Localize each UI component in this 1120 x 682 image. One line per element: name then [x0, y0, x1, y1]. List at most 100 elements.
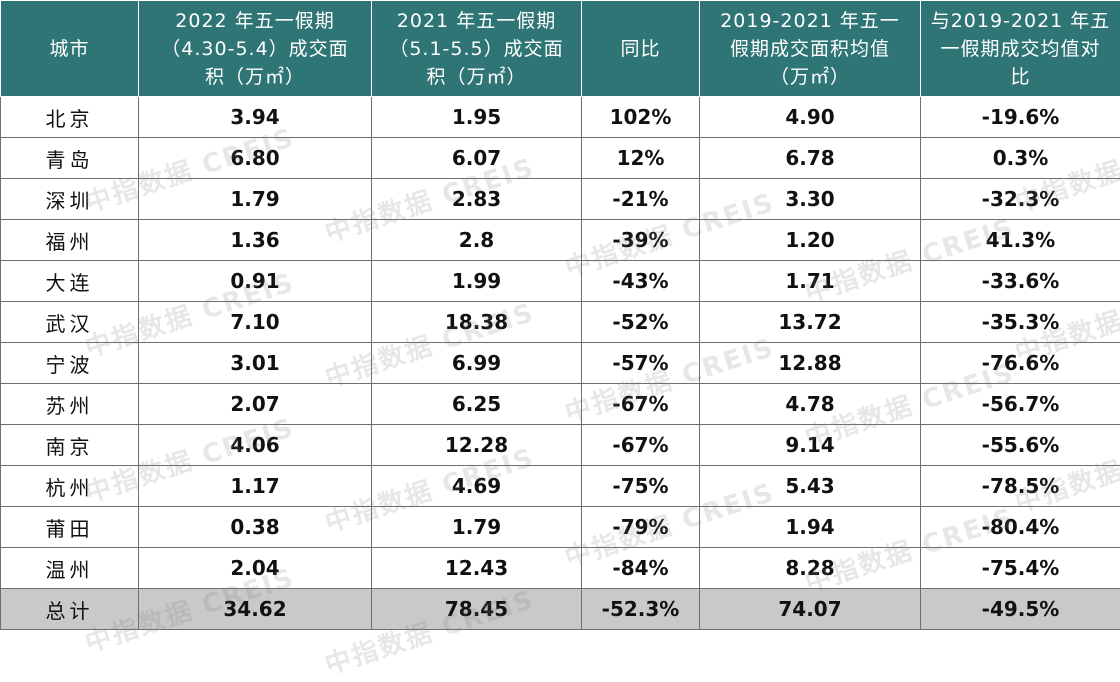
header-3yr-average: 2019-2021 年五一 假期成交面积均值 （万㎡） [700, 1, 921, 97]
cell-vs-average: -75.4% [921, 548, 1120, 589]
cell-area-2022: 1.79 [139, 179, 372, 220]
cell-city: 深圳 [1, 179, 139, 220]
cell-city: 温州 [1, 548, 139, 589]
cell-area-2022: 7.10 [139, 302, 372, 343]
cell-vs-average: 0.3% [921, 138, 1120, 179]
cell-city: 总计 [1, 589, 139, 630]
cell-area-2021: 6.99 [372, 343, 582, 384]
cell-city: 苏州 [1, 384, 139, 425]
cell-yoy: -79% [582, 507, 700, 548]
cell-vs-average: -55.6% [921, 425, 1120, 466]
cell-yoy: -39% [582, 220, 700, 261]
header-vs-average: 与2019-2021 年五 一假期成交均值对 比 [921, 1, 1120, 97]
cell-area-2021: 1.95 [372, 97, 582, 138]
table-header: 城市 2022 年五一假期 （4.30-5.4）成交面 积（万㎡） 2021 年… [1, 1, 1120, 97]
cell-area-2022: 3.94 [139, 97, 372, 138]
header-2022-area: 2022 年五一假期 （4.30-5.4）成交面 积（万㎡） [139, 1, 372, 97]
cell-yoy: -21% [582, 179, 700, 220]
cell-avg-2019-2021: 6.78 [700, 138, 921, 179]
cell-city: 武汉 [1, 302, 139, 343]
cell-area-2022: 1.17 [139, 466, 372, 507]
cell-vs-average: -19.6% [921, 97, 1120, 138]
cell-avg-2019-2021: 3.30 [700, 179, 921, 220]
cell-avg-2019-2021: 1.94 [700, 507, 921, 548]
cell-vs-average: -35.3% [921, 302, 1120, 343]
cell-vs-average: 41.3% [921, 220, 1120, 261]
cell-yoy: -57% [582, 343, 700, 384]
cell-area-2021: 1.79 [372, 507, 582, 548]
cell-avg-2019-2021: 4.78 [700, 384, 921, 425]
cell-city: 大连 [1, 261, 139, 302]
cell-yoy: -43% [582, 261, 700, 302]
cell-yoy: 12% [582, 138, 700, 179]
cell-avg-2019-2021: 74.07 [700, 589, 921, 630]
cell-area-2021: 18.38 [372, 302, 582, 343]
cell-yoy: -84% [582, 548, 700, 589]
cell-avg-2019-2021: 1.71 [700, 261, 921, 302]
cell-area-2022: 2.04 [139, 548, 372, 589]
cell-area-2021: 12.43 [372, 548, 582, 589]
cell-vs-average: -80.4% [921, 507, 1120, 548]
data-table: 城市 2022 年五一假期 （4.30-5.4）成交面 积（万㎡） 2021 年… [0, 0, 1120, 630]
cell-vs-average: -33.6% [921, 261, 1120, 302]
cell-avg-2019-2021: 8.28 [700, 548, 921, 589]
cell-area-2021: 2.8 [372, 220, 582, 261]
header-2021-area: 2021 年五一假期 （5.1-5.5）成交面 积（万㎡） [372, 1, 582, 97]
cell-city: 宁波 [1, 343, 139, 384]
cell-area-2022: 34.62 [139, 589, 372, 630]
cell-yoy: -52.3% [582, 589, 700, 630]
cell-area-2021: 4.69 [372, 466, 582, 507]
cell-area-2022: 4.06 [139, 425, 372, 466]
cell-area-2021: 6.07 [372, 138, 582, 179]
cell-city: 南京 [1, 425, 139, 466]
cell-yoy: -67% [582, 384, 700, 425]
cell-vs-average: -49.5% [921, 589, 1120, 630]
header-yoy: 同比 [582, 1, 700, 97]
cell-area-2021: 2.83 [372, 179, 582, 220]
cell-city: 杭州 [1, 466, 139, 507]
cell-area-2021: 1.99 [372, 261, 582, 302]
cell-avg-2019-2021: 5.43 [700, 466, 921, 507]
cell-avg-2019-2021: 1.20 [700, 220, 921, 261]
cell-vs-average: -32.3% [921, 179, 1120, 220]
cell-area-2022: 3.01 [139, 343, 372, 384]
header-row: 城市 2022 年五一假期 （4.30-5.4）成交面 积（万㎡） 2021 年… [1, 1, 1120, 97]
cell-city: 福州 [1, 220, 139, 261]
cell-vs-average: -56.7% [921, 384, 1120, 425]
cell-area-2022: 0.91 [139, 261, 372, 302]
cell-area-2021: 78.45 [372, 589, 582, 630]
cell-vs-average: -78.5% [921, 466, 1120, 507]
cell-yoy: -67% [582, 425, 700, 466]
cell-avg-2019-2021: 4.90 [700, 97, 921, 138]
cell-area-2022: 1.36 [139, 220, 372, 261]
cell-area-2021: 12.28 [372, 425, 582, 466]
cell-area-2022: 2.07 [139, 384, 372, 425]
cell-vs-average: -76.6% [921, 343, 1120, 384]
cell-city: 青岛 [1, 138, 139, 179]
cell-yoy: -52% [582, 302, 700, 343]
cell-avg-2019-2021: 12.88 [700, 343, 921, 384]
header-city: 城市 [1, 1, 139, 97]
cell-yoy: -75% [582, 466, 700, 507]
cell-area-2022: 6.80 [139, 138, 372, 179]
cell-area-2021: 6.25 [372, 384, 582, 425]
cell-yoy: 102% [582, 97, 700, 138]
cell-avg-2019-2021: 13.72 [700, 302, 921, 343]
cell-area-2022: 0.38 [139, 507, 372, 548]
cell-city: 莆田 [1, 507, 139, 548]
cell-avg-2019-2021: 9.14 [700, 425, 921, 466]
